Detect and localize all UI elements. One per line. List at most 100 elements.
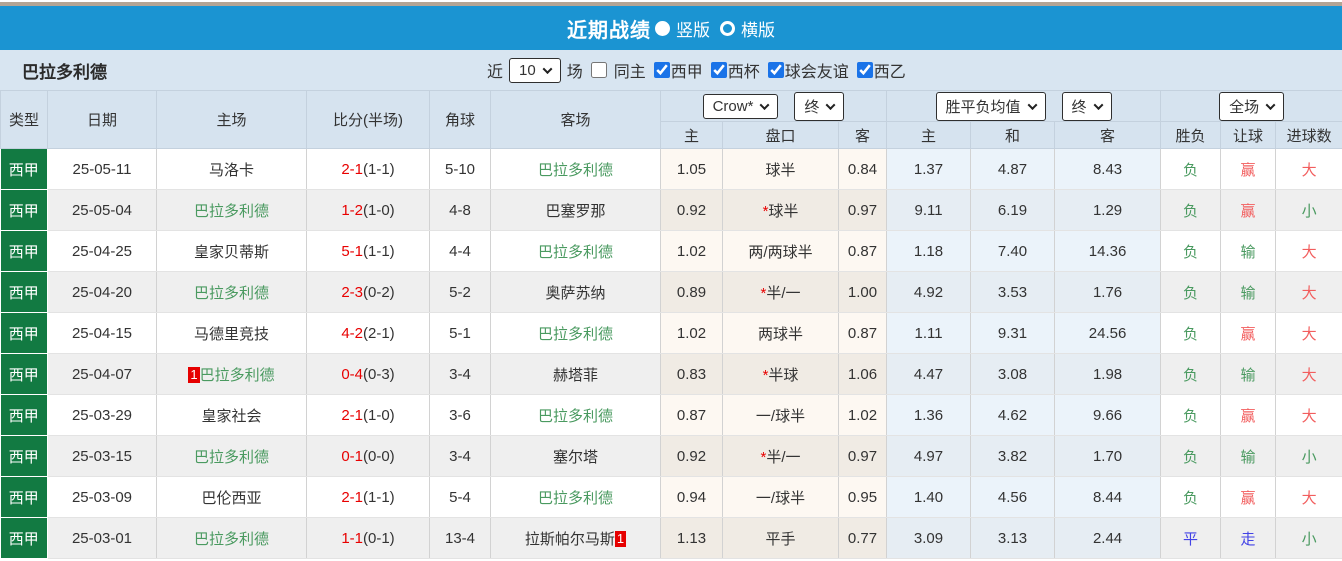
mean-home-cell: 1.37 — [886, 148, 972, 190]
mean-away-cell: 2.44 — [1054, 517, 1162, 559]
home-team-name[interactable]: 皇家社会 — [201, 407, 262, 425]
page-title: 近期战绩 — [567, 19, 651, 42]
mean-away-cell: 1.29 — [1054, 189, 1162, 231]
layout-radio-horizontal[interactable]: 横版 — [720, 16, 775, 41]
away-team-name[interactable]: 赫塔菲 — [552, 366, 598, 384]
col-mean-away: 客 — [1054, 121, 1162, 149]
away-team-name[interactable]: 巴拉多利德 — [537, 325, 613, 343]
chevron-down-icon — [542, 63, 553, 74]
radio-horizontal-label[interactable]: 横版 — [741, 20, 775, 40]
home-team-name[interactable]: 皇家贝蒂斯 — [193, 243, 269, 261]
chevron-down-icon — [1265, 99, 1276, 110]
home-team-name[interactable]: 巴伦西亚 — [201, 489, 262, 507]
copa-checkbox[interactable] — [710, 62, 727, 78]
col-handicap-result: 让球 — [1220, 121, 1277, 149]
same-home-label: 同主 — [613, 64, 646, 81]
home-team-name[interactable]: 巴拉多利德 — [193, 530, 269, 548]
mean-group-header: 胜平负均值 终 — [886, 90, 1162, 122]
halftime-score: (1-0) — [363, 201, 395, 219]
mean-time-select[interactable]: 终 — [1061, 91, 1112, 121]
segunda-checkbox[interactable] — [856, 62, 873, 78]
mean-type-select[interactable]: 胜平负均值 — [935, 91, 1046, 121]
away-team-name[interactable]: 巴拉多利德 — [537, 161, 613, 179]
radio-unselected-icon[interactable] — [720, 20, 735, 36]
away-team-name[interactable]: 巴拉多利德 — [537, 407, 613, 425]
recent-count-select[interactable]: 10 — [509, 57, 561, 83]
table-row: 西甲 25-05-04 巴拉多利德 1-2(1-0) 4-8 巴塞罗那 0.92… — [0, 189, 1342, 231]
result-cell: 平 — [1160, 517, 1222, 559]
home-odds-cell: 0.87 — [660, 394, 723, 436]
away-team-name[interactable]: 巴拉多利德 — [537, 489, 613, 507]
table-row: 西甲 25-05-11 马洛卡 2-1(1-1) 5-10 巴拉多利德 1.05… — [0, 148, 1342, 190]
mean-time-value: 终 — [1071, 98, 1087, 116]
odds-time-select[interactable]: 终 — [794, 91, 845, 121]
col-odds-home: 主 — [660, 121, 723, 149]
result-cell: 负 — [1160, 189, 1222, 231]
away-team-cell: 巴拉多利德 — [490, 230, 661, 272]
home-team-name[interactable]: 巴拉多利德 — [193, 284, 269, 302]
table-row: 西甲 25-04-07 1 巴拉多利德 0-4(0-3) 3-4 赫塔菲 0.83… — [0, 353, 1342, 395]
star-marker: * — [760, 284, 767, 302]
home-team-name[interactable]: 巴拉多利德 — [193, 448, 269, 466]
filter-controls: 近 10 场 同主 西甲 西杯 球会友谊 西乙 — [487, 50, 906, 90]
home-team-name[interactable]: 巴拉多利德 — [199, 366, 275, 384]
radio-vertical-label[interactable]: 竖版 — [676, 20, 710, 40]
away-team-cell: 巴拉多利德 — [490, 312, 661, 354]
corner-cell: 4-8 — [429, 189, 491, 231]
league-cell: 西甲 — [0, 230, 48, 272]
away-team-name[interactable]: 巴拉多利德 — [537, 243, 613, 261]
home-team-name[interactable]: 马德里竞技 — [193, 325, 269, 343]
goals-cell: 大 — [1275, 312, 1342, 354]
goals-cell: 小 — [1275, 435, 1342, 477]
red-card-badge: 1 — [614, 530, 627, 547]
league-filter-friendly[interactable]: 球会友谊 — [766, 58, 849, 82]
table-row: 西甲 25-03-15 巴拉多利德 0-1(0-0) 3-4 塞尔塔 0.92 … — [0, 435, 1342, 477]
league-filter-laliga[interactable]: 西甲 — [652, 58, 703, 82]
handicap-result-cell: 赢 — [1220, 189, 1277, 231]
laliga-checkbox[interactable] — [653, 62, 670, 78]
mean-home-cell: 9.11 — [886, 189, 972, 231]
league-cell: 西甲 — [0, 189, 48, 231]
home-team-cell: 1 巴拉多利德 — [156, 353, 307, 395]
home-team-cell: 巴拉多利德 — [156, 189, 307, 231]
results-table: 类型 日期 主场 比分(半场) 角球 客场 Crow* 终 — [0, 90, 1342, 559]
handicap-value: 平手 — [765, 530, 796, 548]
col-score: 比分(半场) — [306, 90, 430, 149]
same-home-checkbox[interactable] — [590, 62, 607, 78]
corner-cell: 5-10 — [429, 148, 491, 190]
fullmatch-select[interactable]: 全场 — [1219, 91, 1285, 121]
away-team-name[interactable]: 奥萨苏纳 — [545, 284, 606, 302]
result-cell: 负 — [1160, 230, 1222, 272]
goals-cell: 小 — [1275, 517, 1342, 559]
away-team-name[interactable]: 拉斯帕尔马斯 — [524, 530, 615, 548]
mean-away-cell: 8.43 — [1054, 148, 1162, 190]
home-team-cell: 巴拉多利德 — [156, 435, 307, 477]
away-team-name[interactable]: 塞尔塔 — [552, 448, 598, 466]
handicap-result-cell: 输 — [1220, 230, 1277, 272]
halftime-score: (2-1) — [363, 324, 395, 342]
away-odds-cell: 0.97 — [838, 435, 888, 477]
mean-draw-cell: 3.82 — [970, 435, 1056, 477]
handicap-result-cell: 走 — [1220, 517, 1277, 559]
mean-draw-cell: 3.08 — [970, 353, 1056, 395]
fulltime-score: 4-2 — [341, 324, 363, 342]
friendly-checkbox[interactable] — [767, 62, 784, 78]
layout-radio-vertical[interactable]: 竖版 — [655, 16, 710, 41]
home-team-name[interactable]: 巴拉多利德 — [193, 202, 269, 220]
home-team-name[interactable]: 马洛卡 — [208, 161, 254, 179]
fullmatch-group-header: 全场 — [1160, 90, 1342, 122]
fulltime-score: 2-3 — [341, 283, 363, 301]
fulltime-score: 2-1 — [341, 406, 363, 424]
corner-cell: 5-1 — [429, 312, 491, 354]
away-team-name[interactable]: 巴塞罗那 — [545, 202, 606, 220]
mean-draw-cell: 9.31 — [970, 312, 1056, 354]
handicap-value: 一/球半 — [755, 489, 806, 507]
league-filter-segunda[interactable]: 西乙 — [855, 58, 906, 82]
odds-company-select[interactable]: Crow* — [702, 93, 779, 119]
league-cell: 西甲 — [0, 353, 48, 395]
radio-selected-icon[interactable] — [655, 20, 670, 36]
goals-cell: 大 — [1275, 271, 1342, 313]
league-cell: 西甲 — [0, 435, 48, 477]
league-cell: 西甲 — [0, 476, 48, 518]
league-filter-copa[interactable]: 西杯 — [709, 58, 760, 82]
